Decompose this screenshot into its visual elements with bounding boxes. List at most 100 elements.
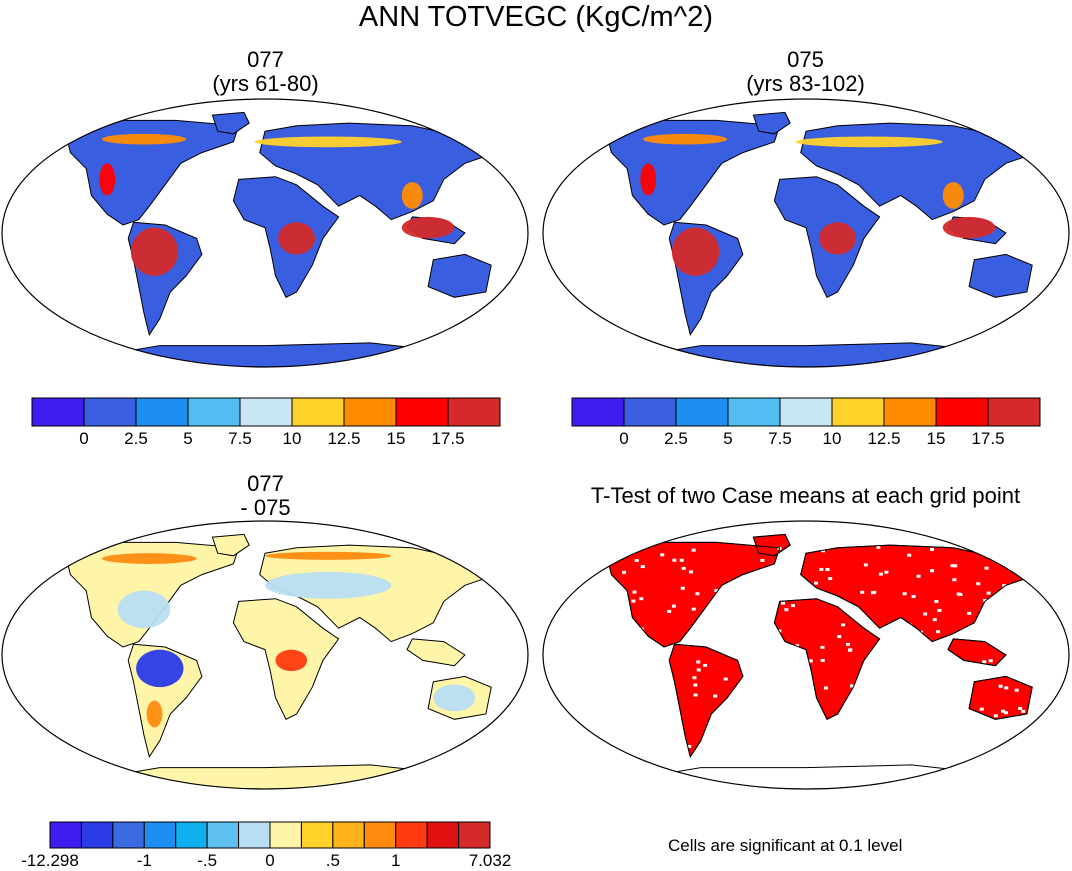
colorbar-tick-label: 7.5 <box>768 429 792 448</box>
non-significant-cell <box>1034 630 1039 634</box>
non-significant-cell <box>606 734 611 738</box>
colorbar-swatch <box>571 397 625 427</box>
non-significant-cell <box>628 703 633 707</box>
non-significant-cell <box>936 630 941 634</box>
non-significant-cell <box>631 599 636 603</box>
non-significant-cell <box>713 694 718 698</box>
non-significant-cell <box>961 733 966 737</box>
colorbar-swatch <box>80 821 114 849</box>
non-significant-cell <box>814 581 819 585</box>
non-significant-cell <box>937 608 942 612</box>
non-significant-cell <box>665 735 670 739</box>
non-significant-cell <box>767 729 772 733</box>
non-significant-cell <box>891 651 896 655</box>
non-significant-cell <box>892 735 897 739</box>
colorbar-tick-label: -12.298 <box>21 851 79 870</box>
non-significant-cell <box>731 591 736 595</box>
non-significant-cell <box>640 565 645 569</box>
continent-greenland <box>211 533 250 557</box>
non-significant-cell <box>956 592 961 596</box>
continent-greenland <box>211 111 250 135</box>
map-panel-ttest <box>542 520 1070 790</box>
non-significant-cell <box>976 582 981 586</box>
non-significant-cell <box>872 590 877 594</box>
non-significant-cell <box>952 578 957 582</box>
non-significant-cell <box>730 586 735 590</box>
southeast-china-forest <box>942 182 964 209</box>
continent-northAmerica <box>605 119 781 226</box>
non-significant-cell <box>757 672 762 676</box>
non-significant-cell <box>947 680 952 684</box>
panel-title-ttest-line1: T-Test of two Case means at each grid po… <box>590 483 1021 508</box>
non-significant-cell <box>880 691 885 695</box>
non-significant-cell <box>1002 647 1007 651</box>
colorbar-swatch <box>935 397 989 427</box>
non-significant-cell <box>763 614 768 618</box>
non-significant-cell <box>606 717 611 721</box>
non-significant-cell <box>784 608 789 612</box>
non-significant-cell <box>979 707 984 711</box>
non-significant-cell <box>859 615 864 619</box>
canada-boreal-band <box>101 133 187 145</box>
colorbar-swatch <box>883 397 937 427</box>
coastline-eurasia <box>800 544 1039 643</box>
non-significant-cell <box>967 611 972 615</box>
non-significant-cell <box>925 644 930 648</box>
non-significant-cell <box>880 735 885 739</box>
colorbar-tick-label: -.5 <box>197 851 218 870</box>
colorbar-tick-label: 15 <box>386 429 406 448</box>
pacific-nw-forest <box>99 163 116 196</box>
non-significant-cell <box>993 714 998 718</box>
non-significant-cell <box>634 558 639 562</box>
non-significant-cell <box>688 570 693 574</box>
non-significant-cell <box>901 640 906 644</box>
non-significant-cell <box>738 734 743 738</box>
colorbar-tick-label: 1 <box>390 851 401 870</box>
non-significant-cell <box>987 732 992 736</box>
colorbar-tick-label: 2.5 <box>124 429 148 448</box>
non-significant-cell <box>878 572 883 576</box>
non-significant-cell <box>681 566 686 570</box>
non-significant-cell <box>919 732 924 736</box>
colorbar-swatch <box>727 397 781 427</box>
continent-seAsia <box>406 638 466 667</box>
se-asia-high-biomass <box>401 216 455 239</box>
north-america-slight-decrease <box>117 590 171 629</box>
panel-title-diff: 077 - 075 <box>2 472 529 520</box>
non-significant-cell <box>622 570 627 574</box>
coastline-northAmerica <box>605 541 781 648</box>
non-significant-cell <box>891 662 896 666</box>
non-significant-cell <box>931 655 936 659</box>
non-significant-cell <box>735 655 740 659</box>
colorbar-swatch <box>623 397 677 427</box>
non-significant-cell <box>606 569 611 573</box>
non-significant-cell <box>892 674 897 678</box>
non-significant-cell <box>902 633 907 637</box>
non-significant-cell <box>870 744 875 748</box>
continent-australia <box>427 253 492 298</box>
colorbar-swatch <box>675 397 729 427</box>
non-significant-cell <box>860 590 865 594</box>
congo-high-biomass <box>278 222 315 255</box>
south-america-south-increase <box>146 700 163 728</box>
se-asia-high-biomass <box>942 216 996 239</box>
colorbar-swatch <box>332 821 365 849</box>
non-significant-cell <box>987 722 992 726</box>
non-significant-cell <box>908 691 913 695</box>
non-significant-cell <box>753 726 758 730</box>
coastline-greenland <box>752 533 791 557</box>
non-significant-cell <box>1003 711 1008 715</box>
non-significant-cell <box>998 684 1003 688</box>
non-significant-cell <box>748 624 753 628</box>
coastline-seAsia <box>947 638 1007 667</box>
colorbar-tick-label: 17.5 <box>971 429 1005 448</box>
southeast-china-forest <box>401 182 423 209</box>
eurasia-slight-decrease <box>265 571 392 599</box>
non-significant-cell <box>986 591 991 595</box>
panel-title-diff-line1: 077 <box>247 471 284 496</box>
non-significant-cell <box>986 625 991 629</box>
non-significant-cell <box>883 663 888 667</box>
non-significant-cell <box>918 730 923 734</box>
